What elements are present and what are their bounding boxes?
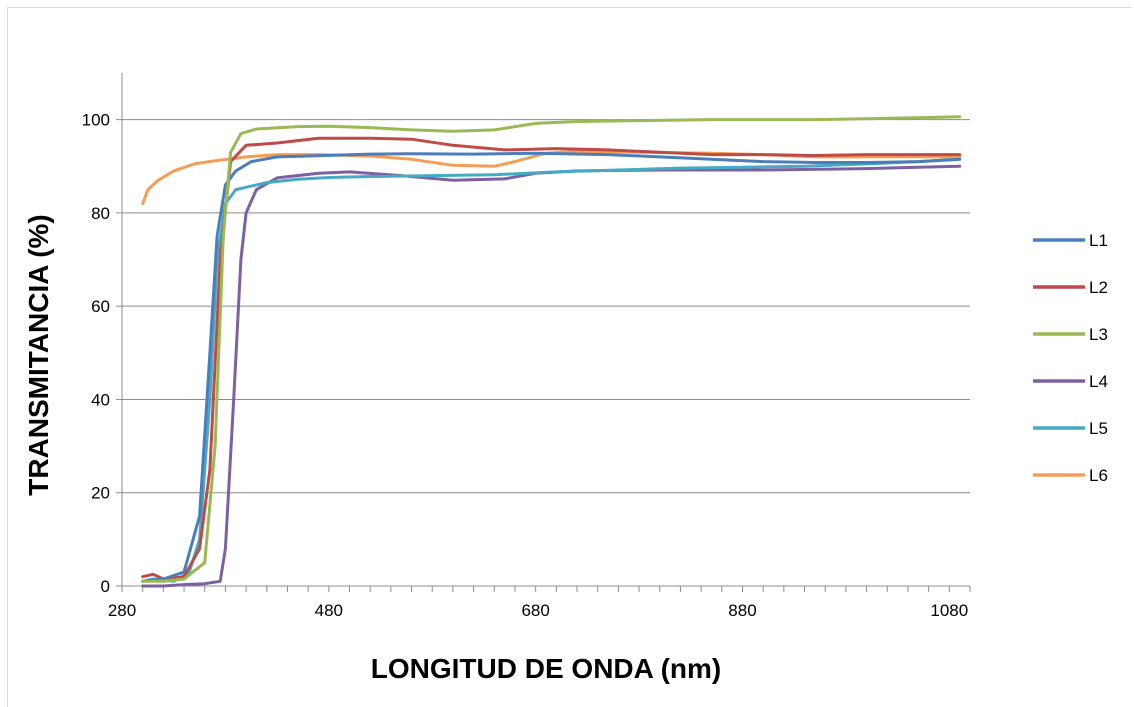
y-tick-label: 60 xyxy=(91,297,110,316)
series-line-l4 xyxy=(141,164,962,588)
x-tick-labels: 280 480 680 880 1080 xyxy=(108,601,968,620)
x-tick-label: 280 xyxy=(108,601,136,620)
legend: L1 L2 L3 L4 L5 L6 xyxy=(1033,231,1108,485)
axes xyxy=(116,73,971,592)
series-line-l5 xyxy=(141,157,962,583)
legend-label-l5: L5 xyxy=(1089,419,1108,438)
legend-label-l3: L3 xyxy=(1089,325,1108,344)
chart-frame xyxy=(7,7,1131,707)
x-tick-label: 480 xyxy=(315,601,343,620)
y-tick-label: 40 xyxy=(91,390,110,409)
y-tick-label: 80 xyxy=(91,204,110,223)
legend-label-l2: L2 xyxy=(1089,278,1108,297)
series-line-l2 xyxy=(141,136,962,581)
legend-label-l4: L4 xyxy=(1089,372,1108,391)
series-lines xyxy=(141,115,962,588)
x-tick-label: 680 xyxy=(521,601,549,620)
legend-label-l6: L6 xyxy=(1089,466,1108,485)
x-tick-label: 1080 xyxy=(930,601,968,620)
y-tick-label: 20 xyxy=(91,484,110,503)
y-tick-label: 0 xyxy=(101,577,110,596)
legend-label-l1: L1 xyxy=(1089,231,1108,250)
series-line-l1 xyxy=(141,151,962,583)
x-tick-label: 880 xyxy=(728,601,756,620)
series-line-l3 xyxy=(141,115,962,583)
y-axis-title: TRANSMITANCIA (%) xyxy=(23,214,54,496)
y-tick-label: 100 xyxy=(82,111,110,130)
y-tick-labels: 0 20 40 60 80 100 xyxy=(82,111,110,596)
gridlines xyxy=(122,119,970,494)
x-axis-title: LONGITUD DE ONDA (nm) xyxy=(371,653,722,684)
